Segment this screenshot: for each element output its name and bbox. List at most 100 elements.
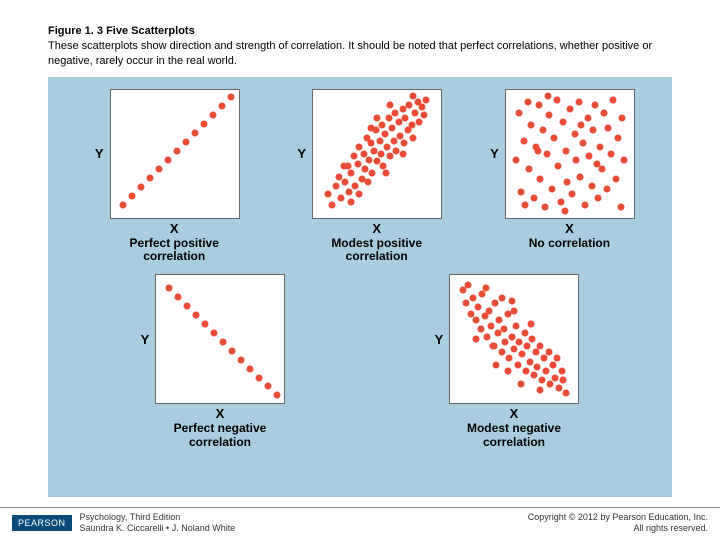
data-point xyxy=(255,374,262,381)
data-point xyxy=(546,112,553,119)
data-point xyxy=(575,99,582,106)
plot-caption: Perfect negative correlation xyxy=(145,422,295,450)
copyright-line-1: Copyright © 2012 by Pearson Education, I… xyxy=(528,512,708,523)
data-point xyxy=(543,150,550,157)
data-point xyxy=(553,96,560,103)
data-point xyxy=(518,188,525,195)
data-point xyxy=(530,195,537,202)
data-point xyxy=(340,163,347,170)
data-point xyxy=(526,359,533,366)
scatter-row-2: Y XPerfect negative correlation YXModest n… xyxy=(66,274,654,450)
data-point xyxy=(367,124,374,131)
data-point xyxy=(210,329,217,336)
data-point xyxy=(325,191,332,198)
data-point xyxy=(520,137,527,144)
data-point xyxy=(612,176,619,183)
plot-wrap: Y xyxy=(95,89,240,219)
data-point xyxy=(402,114,409,121)
data-point xyxy=(377,150,384,157)
data-point xyxy=(412,109,419,116)
data-point xyxy=(578,122,585,129)
x-axis-label: X xyxy=(170,221,179,236)
data-point xyxy=(561,208,568,215)
data-point xyxy=(492,300,499,307)
data-point xyxy=(552,374,559,381)
data-point xyxy=(534,364,541,371)
data-point xyxy=(228,347,235,354)
scatter-modest_negative: YXModest negative correlation xyxy=(425,274,589,450)
data-point xyxy=(529,336,536,343)
data-point xyxy=(384,144,391,151)
data-point xyxy=(588,182,595,189)
y-axis-label: Y xyxy=(95,146,104,161)
y-axis-label: Y xyxy=(435,332,444,347)
data-point xyxy=(558,368,565,375)
data-point xyxy=(174,147,181,154)
data-point xyxy=(348,169,355,176)
data-point xyxy=(540,355,547,362)
data-point xyxy=(536,101,543,108)
data-point xyxy=(365,178,372,185)
book-title: Psychology, Third Edition xyxy=(80,512,236,523)
scatter-plot xyxy=(505,89,635,219)
copyright-line-2: All rights reserved. xyxy=(528,523,708,534)
plot-wrap: Y xyxy=(490,89,635,219)
data-point xyxy=(333,182,340,189)
data-point xyxy=(209,112,216,119)
data-point xyxy=(537,176,544,183)
data-point xyxy=(498,295,505,302)
data-point xyxy=(617,204,624,211)
data-point xyxy=(569,191,576,198)
data-point xyxy=(562,147,569,154)
data-point xyxy=(390,137,397,144)
data-point xyxy=(515,109,522,116)
plot-caption: No correlation xyxy=(529,237,610,251)
data-point xyxy=(593,160,600,167)
data-point xyxy=(579,140,586,147)
data-point xyxy=(389,124,396,131)
data-point xyxy=(399,150,406,157)
data-point xyxy=(472,336,479,343)
data-point xyxy=(501,325,508,332)
data-point xyxy=(273,392,280,399)
data-point xyxy=(519,351,526,358)
data-point xyxy=(416,118,423,125)
x-axis-label: X xyxy=(216,406,225,421)
data-point xyxy=(511,307,518,314)
data-point xyxy=(594,195,601,202)
scatter-perfect_negative: Y XPerfect negative correlation xyxy=(131,274,295,450)
data-point xyxy=(524,342,531,349)
data-point xyxy=(508,333,515,340)
data-point xyxy=(421,112,428,119)
data-point xyxy=(422,96,429,103)
data-point xyxy=(555,163,562,170)
x-axis-label: X xyxy=(565,221,574,236)
data-point xyxy=(147,174,154,181)
data-point xyxy=(183,139,190,146)
data-point xyxy=(368,169,375,176)
data-point xyxy=(589,127,596,134)
scatter-plot xyxy=(449,274,579,404)
scatter-row-1: YXPerfect positive correlationYXModest p… xyxy=(66,89,654,265)
data-point xyxy=(547,380,554,387)
y-axis-label: Y xyxy=(141,332,150,347)
data-point xyxy=(138,183,145,190)
data-point xyxy=(620,156,627,163)
plot-caption: Modest negative correlation xyxy=(439,422,589,450)
data-point xyxy=(200,121,207,128)
data-point xyxy=(354,160,361,167)
data-point xyxy=(408,122,415,129)
data-point xyxy=(246,365,253,372)
data-point xyxy=(465,282,472,289)
data-point xyxy=(379,122,386,129)
data-point xyxy=(129,192,136,199)
data-point xyxy=(571,131,578,138)
data-point xyxy=(605,124,612,131)
data-point xyxy=(517,380,524,387)
data-point xyxy=(472,316,479,323)
data-point xyxy=(539,127,546,134)
data-point xyxy=(218,103,225,110)
data-point xyxy=(345,188,352,195)
data-point xyxy=(527,320,534,327)
data-point xyxy=(536,342,543,349)
